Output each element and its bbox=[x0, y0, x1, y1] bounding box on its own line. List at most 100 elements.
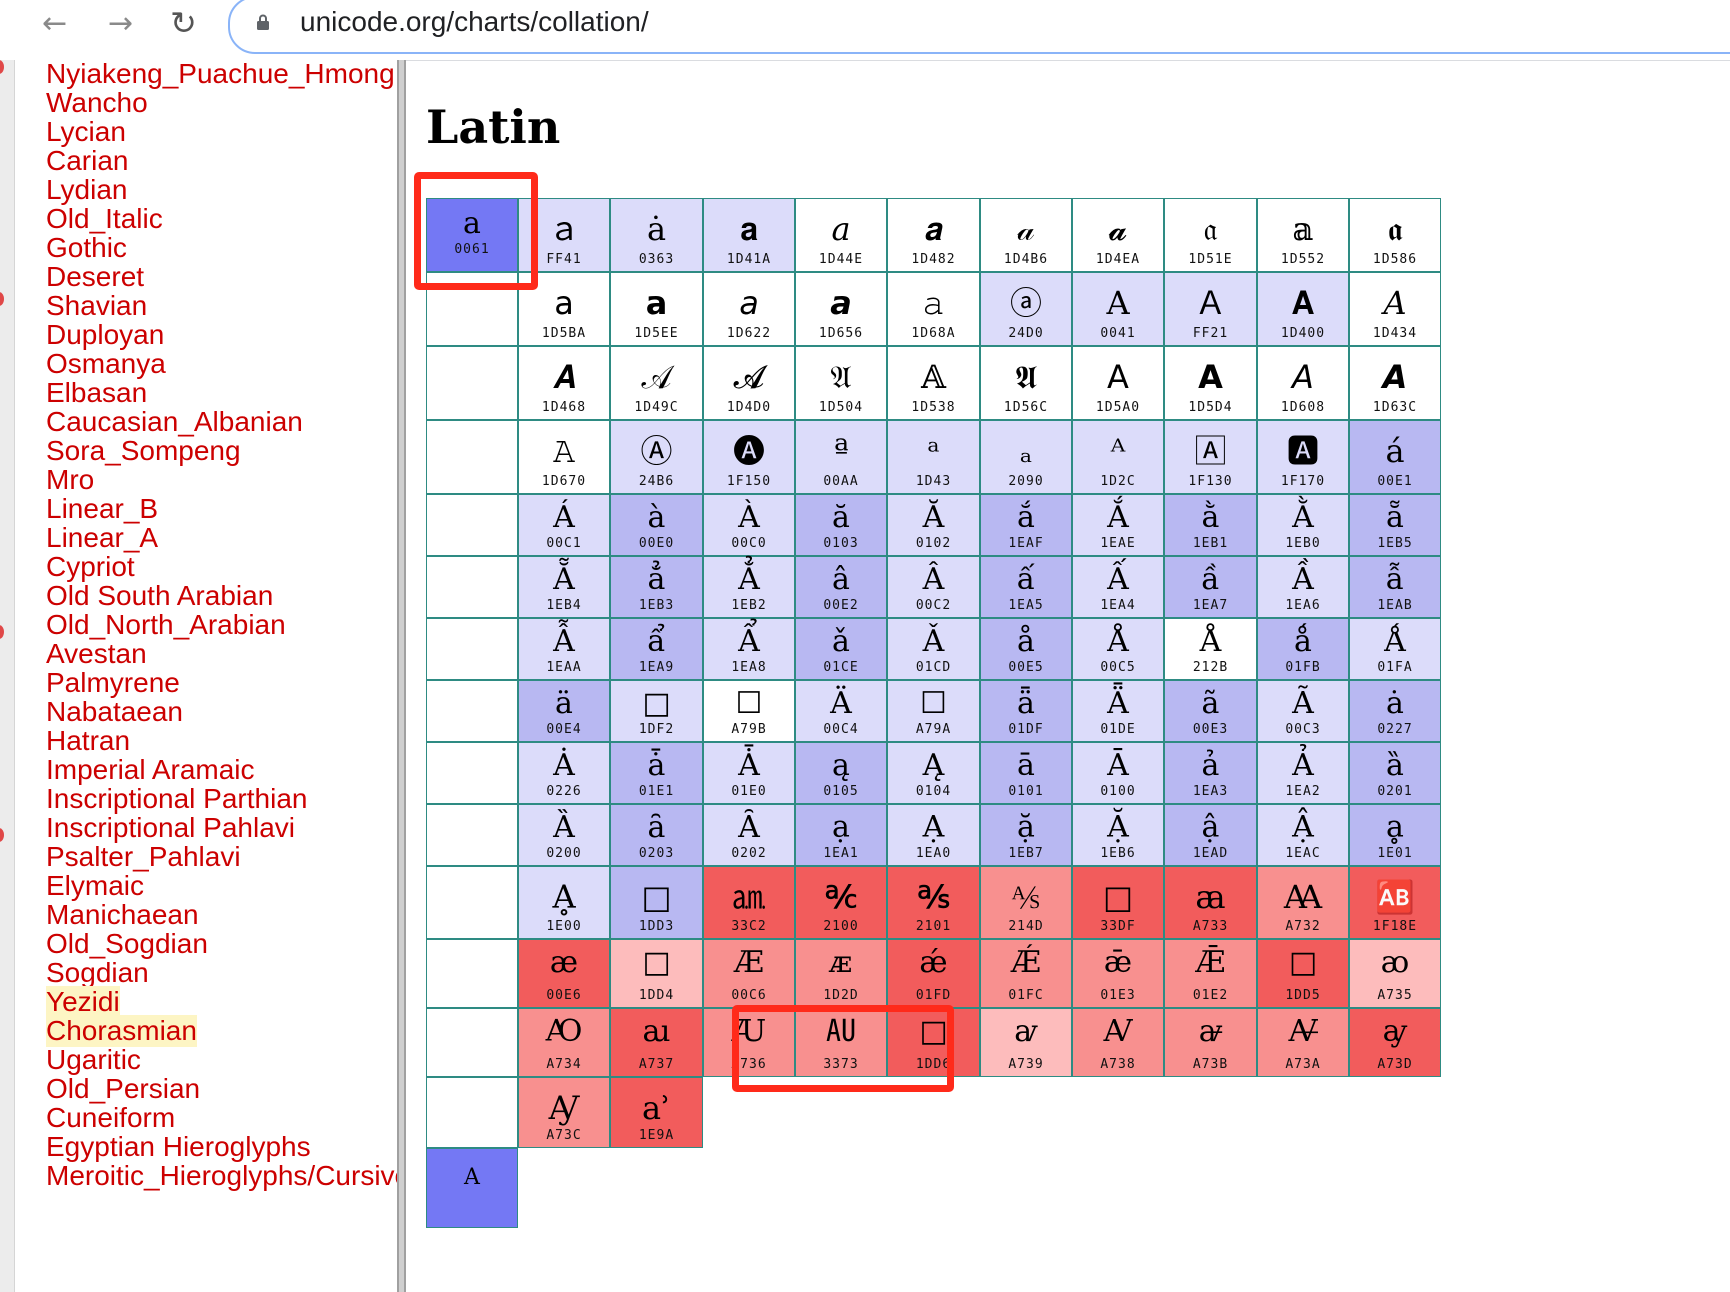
sidebar-link[interactable]: Linear_A bbox=[46, 522, 159, 553]
char-cell[interactable]: 𝗮 1D5EE bbox=[610, 272, 703, 346]
sidebar-link[interactable]: Inscriptional Pahlavi bbox=[46, 812, 296, 843]
char-cell[interactable]: Ặ 1EB6 bbox=[1072, 804, 1164, 866]
char-cell[interactable]: Ả 1EA2 bbox=[1257, 742, 1349, 804]
char-cell[interactable]: Ꜽ A73C bbox=[518, 1077, 610, 1148]
sidebar-link[interactable]: Old South Arabian bbox=[46, 580, 274, 611]
sidebar-link[interactable]: Sogdian bbox=[46, 957, 149, 988]
char-cell[interactable]: Á 00C1 bbox=[518, 494, 610, 556]
sidebar-link[interactable]: Duployan bbox=[46, 319, 165, 350]
sidebar-link[interactable]: Osmanya bbox=[46, 348, 166, 379]
char-cell[interactable]: ȧ 0363 bbox=[610, 198, 703, 272]
sidebar-link[interactable]: Sora_Sompeng bbox=[46, 435, 241, 466]
char-cell[interactable]: Ẵ 1EB4 bbox=[518, 556, 610, 618]
char-cell[interactable]: ☐ A79B bbox=[703, 680, 795, 742]
frame-divider[interactable] bbox=[397, 60, 406, 1292]
char-cell[interactable]: Ȁ 0200 bbox=[518, 804, 610, 866]
char-cell[interactable]: Ǟ 01DE bbox=[1072, 680, 1164, 742]
char-cell[interactable]: Ȧ 0226 bbox=[518, 742, 610, 804]
char-cell[interactable]: Ȃ 0202 bbox=[703, 804, 795, 866]
char-cell[interactable]: ℁ 2101 bbox=[887, 866, 980, 939]
char-cell[interactable]: Ä 00C4 bbox=[795, 680, 887, 742]
char-cell[interactable]: Ấ 1EA4 bbox=[1072, 556, 1164, 618]
char-cell[interactable]: ẚ 1E9A bbox=[610, 1077, 703, 1148]
char-cell[interactable]: 𝒜 1D49C bbox=[610, 346, 703, 420]
sidebar-link[interactable]: Hatran bbox=[46, 725, 131, 756]
char-cell[interactable]: □ 1DF2 bbox=[610, 680, 703, 742]
sidebar-link[interactable]: Mro bbox=[46, 464, 95, 495]
char-cell[interactable]: 𝖺 1D5BA bbox=[518, 272, 610, 346]
reload-icon[interactable]: ↻ bbox=[170, 4, 197, 42]
sidebar-link[interactable]: Yezidi bbox=[46, 986, 120, 1018]
back-arrow-icon[interactable]: ← bbox=[42, 6, 68, 41]
sidebar-link[interactable]: Old_North_Arabian bbox=[46, 609, 286, 640]
sidebar-link[interactable]: Inscriptional Parthian bbox=[46, 783, 308, 814]
char-cell[interactable]: ⅍ 214D bbox=[980, 866, 1072, 939]
char-cell[interactable]: Ḁ 1E00 bbox=[518, 866, 610, 939]
char-cell[interactable]: Ā 0100 bbox=[1072, 742, 1164, 804]
char-cell[interactable]: Ꜻ A73A bbox=[1257, 1008, 1349, 1077]
char-cell[interactable]: 𝔸 1D538 bbox=[887, 346, 980, 420]
char-cell[interactable]: ꜵ A735 bbox=[1349, 939, 1441, 1008]
char-cell[interactable]: À 00C0 bbox=[703, 494, 795, 556]
char-cell[interactable]: ᴁ 1D2D bbox=[795, 939, 887, 1008]
char-cell[interactable]: ȧ 0227 bbox=[1349, 680, 1441, 742]
char-cell[interactable]: 𝖠 1D5A0 bbox=[1072, 346, 1164, 420]
char-cell[interactable]: ḁ 1E01 bbox=[1349, 804, 1441, 866]
sidebar-link[interactable]: Nabataean bbox=[46, 696, 184, 727]
sidebar-link[interactable]: Gothic bbox=[46, 232, 127, 263]
char-cell[interactable]: □ 1DD3 bbox=[610, 866, 703, 939]
char-cell[interactable]: ȃ 0203 bbox=[610, 804, 703, 866]
char-cell[interactable]: ẫ 1EAB bbox=[1349, 556, 1441, 618]
char-cell[interactable]: ☐ A79A bbox=[887, 680, 980, 742]
char-cell[interactable]: Ꜹ A738 bbox=[1072, 1008, 1164, 1077]
sidebar-link[interactable]: Elymaic bbox=[46, 870, 145, 901]
char-cell[interactable]: Å 212B bbox=[1164, 618, 1257, 680]
char-cell[interactable]: ầ 1EA7 bbox=[1164, 556, 1257, 618]
char-cell[interactable]: ắ 1EAF bbox=[980, 494, 1072, 556]
char-cell[interactable]: Ⓐ 24B6 bbox=[610, 420, 703, 494]
char-cell[interactable]: 𝗔 1D5D4 bbox=[1164, 346, 1257, 420]
char-cell[interactable]: ª 00AA bbox=[795, 420, 887, 494]
char-cell[interactable]: 🆎 1F18E bbox=[1349, 866, 1441, 939]
char-cell[interactable]: □ 1DD5 bbox=[1257, 939, 1349, 1008]
char-cell[interactable]: ã 00E3 bbox=[1164, 680, 1257, 742]
sidebar-link[interactable]: Meroitic_Hieroglyphs/Cursive bbox=[46, 1160, 400, 1191]
char-cell[interactable]: Ắ 1EAE bbox=[1072, 494, 1164, 556]
sidebar-link[interactable]: Old_Sogdian bbox=[46, 928, 208, 959]
sidebar-link[interactable]: Caucasian_Albanian bbox=[46, 406, 303, 437]
char-cell[interactable]: 𝓐 1D4D0 bbox=[703, 346, 795, 420]
char-cell[interactable]: Ǻ 01FA bbox=[1349, 618, 1441, 680]
char-cell[interactable]: □ 1DD6 bbox=[887, 1008, 980, 1077]
char-cell[interactable]: 𝐚 1D41A bbox=[703, 198, 795, 272]
char-cell[interactable]: ä 00E4 bbox=[518, 680, 610, 742]
char-cell[interactable]: Ǡ 01E0 bbox=[703, 742, 795, 804]
char-cell[interactable]: ấ 1EA5 bbox=[980, 556, 1072, 618]
char-cell[interactable]: ā 0101 bbox=[980, 742, 1072, 804]
char-cell[interactable]: Ậ 1EAC bbox=[1257, 804, 1349, 866]
char-cell[interactable]: ậ 1EAD bbox=[1164, 804, 1257, 866]
char-cell[interactable]: Ǽ 01FC bbox=[980, 939, 1072, 1008]
char-cell[interactable]: 𝑨 1D468 bbox=[518, 346, 610, 420]
sidebar-link[interactable]: Egyptian Hieroglyphs bbox=[46, 1131, 311, 1162]
char-cell[interactable]: å 00E5 bbox=[980, 618, 1072, 680]
char-cell[interactable]: 𝓪 1D4EA bbox=[1072, 198, 1164, 272]
char-cell[interactable]: 𝚊 1D68A bbox=[887, 272, 980, 346]
char-cell[interactable]: ⓐ 24D0 bbox=[980, 272, 1072, 346]
char-cell[interactable]: ǻ 01FB bbox=[1257, 618, 1349, 680]
char-cell[interactable]: ꜻ A73B bbox=[1164, 1008, 1257, 1077]
sidebar-link[interactable]: Shavian bbox=[46, 290, 148, 321]
char-cell[interactable]: Ǎ 01CD bbox=[887, 618, 980, 680]
char-cell[interactable]: 🄰 1F130 bbox=[1164, 420, 1257, 494]
char-cell[interactable]: ẳ 1EB3 bbox=[610, 556, 703, 618]
char-cell[interactable]: ₐ 2090 bbox=[980, 420, 1072, 494]
char-cell[interactable]: ǽ 01FD bbox=[887, 939, 980, 1008]
char-cell[interactable]: 𝖆 1D586 bbox=[1349, 198, 1441, 272]
char-cell[interactable]: ᵃ 1D43 bbox=[887, 420, 980, 494]
sidebar-link[interactable]: Wancho bbox=[46, 87, 148, 118]
char-cell[interactable]: 𝔄 1D504 bbox=[795, 346, 887, 420]
char-cell[interactable]: ả 1EA3 bbox=[1164, 742, 1257, 804]
char-cell[interactable]: ǡ 01E1 bbox=[610, 742, 703, 804]
char-cell[interactable]: 🅐 1F150 bbox=[703, 420, 795, 494]
char-cell[interactable]: □ 1DD4 bbox=[610, 939, 703, 1008]
address-bar[interactable]: unicode.org/charts/collation/ bbox=[228, 0, 1730, 54]
